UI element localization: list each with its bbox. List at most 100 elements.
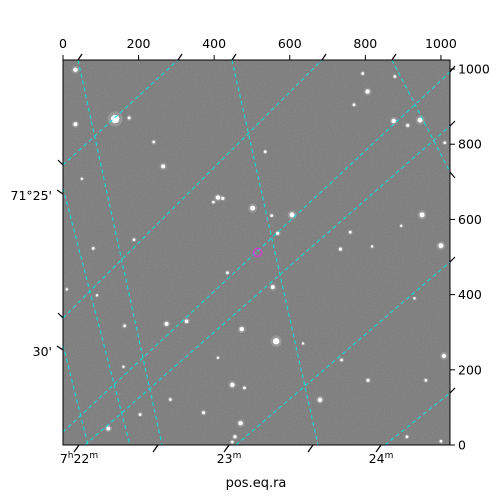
wcs-tick-7 (57, 159, 64, 166)
star-13 (276, 231, 280, 235)
star-42 (243, 386, 246, 390)
world-coordinate-ticks (56, 53, 456, 453)
star-2 (127, 116, 131, 120)
star-7 (215, 195, 221, 200)
dec-tick-label-0: 71°25' (11, 188, 53, 203)
star-30 (443, 141, 447, 145)
top-pixel-axis: 0 200 400 600 800 1000 (59, 36, 457, 60)
right-tick-label-1: 200 (458, 362, 482, 377)
star-0 (73, 67, 78, 72)
star-24 (361, 72, 365, 75)
star-27 (391, 118, 396, 124)
wcs-tick-4 (307, 444, 314, 453)
top-tick-label-5: 1000 (425, 36, 457, 51)
star-15 (91, 246, 95, 250)
star-10 (250, 205, 256, 211)
star-51 (106, 426, 111, 431)
star-49 (201, 411, 206, 415)
star-45 (366, 378, 370, 382)
star-26 (393, 75, 397, 78)
right-tick-label-0: 0 (458, 438, 466, 453)
wcs-tick-2 (375, 444, 382, 453)
target-marker (252, 247, 263, 258)
wcs-tick-13 (449, 171, 456, 179)
star-22 (263, 150, 267, 154)
star-52 (238, 420, 243, 426)
wcs-tick-8 (57, 312, 64, 319)
coordinate-grid (63, 60, 450, 445)
star-40 (216, 356, 220, 359)
star-55 (405, 435, 409, 439)
ra-tick-label-2: 24m (369, 451, 394, 466)
star-29 (417, 117, 423, 123)
star-34 (95, 294, 99, 297)
star-23 (352, 103, 356, 107)
wcs-tick-17 (321, 53, 327, 61)
sky-noise (63, 60, 450, 445)
wcs-tick-1 (223, 444, 230, 453)
star-8 (221, 196, 225, 200)
wcs-tick-0 (73, 444, 80, 453)
star-6 (80, 177, 84, 181)
stars-layer (64, 65, 448, 445)
wcs-tick-9 (449, 65, 456, 73)
plot-frame (62, 59, 451, 446)
top-tick-label-3: 600 (278, 36, 302, 51)
star-47 (424, 378, 428, 382)
star-19 (400, 224, 403, 228)
star-14 (132, 238, 136, 242)
grid-line-10 (63, 344, 89, 445)
star-48 (168, 398, 172, 401)
star-43 (317, 397, 323, 403)
star-1 (110, 114, 120, 124)
right-tick-label-4: 800 (458, 137, 482, 152)
wcs-tick-18 (391, 53, 397, 61)
grid-line-6 (77, 60, 163, 445)
star-5 (161, 164, 166, 169)
dec-tick-label-1: 30' (33, 344, 52, 359)
wcs-tick-16 (231, 53, 237, 61)
ra-tick-label-1: 23m (217, 451, 242, 466)
star-39 (272, 338, 280, 345)
grid-line-4 (235, 261, 450, 445)
star-54 (230, 440, 234, 444)
top-tick-label-0: 0 (59, 36, 67, 51)
star-21 (438, 243, 444, 249)
star-36 (164, 321, 169, 326)
wcs-tick-6 (56, 345, 64, 351)
star-56 (439, 439, 443, 443)
star-50 (138, 413, 142, 416)
right-pixel-axis: 0 200 400 600 800 1000 (450, 62, 490, 453)
right-tick-label-3: 600 (458, 212, 482, 227)
star-4 (152, 140, 156, 144)
star-28 (406, 123, 410, 128)
star-3 (73, 122, 78, 127)
star-35 (123, 324, 127, 328)
ra-tick-label-0: 7h22m (60, 451, 98, 466)
wcs-tick-5 (56, 189, 64, 195)
wcs-tick-3 (152, 444, 159, 453)
wcs-tick-14 (77, 53, 83, 61)
plot-area (63, 60, 450, 445)
star-31 (270, 285, 275, 290)
star-25 (365, 89, 370, 94)
top-tick-label-1: 200 (127, 36, 151, 51)
top-tick-label-2: 400 (202, 36, 226, 51)
star-33 (65, 288, 68, 291)
star-17 (348, 230, 352, 234)
star-32 (225, 271, 229, 275)
wcs-tick-12 (449, 387, 456, 394)
grid-line-0 (63, 60, 179, 166)
star-11 (289, 212, 295, 218)
grid-line-3 (84, 125, 450, 445)
grid-line-8 (391, 60, 450, 173)
star-12 (270, 214, 274, 218)
star-18 (370, 245, 374, 248)
star-16 (338, 247, 343, 251)
star-53 (233, 435, 237, 439)
x-axis-label: pos.eq.ra (226, 476, 287, 491)
star-58 (301, 342, 305, 345)
top-tick-label-4: 800 (353, 36, 377, 51)
star-41 (230, 382, 235, 388)
